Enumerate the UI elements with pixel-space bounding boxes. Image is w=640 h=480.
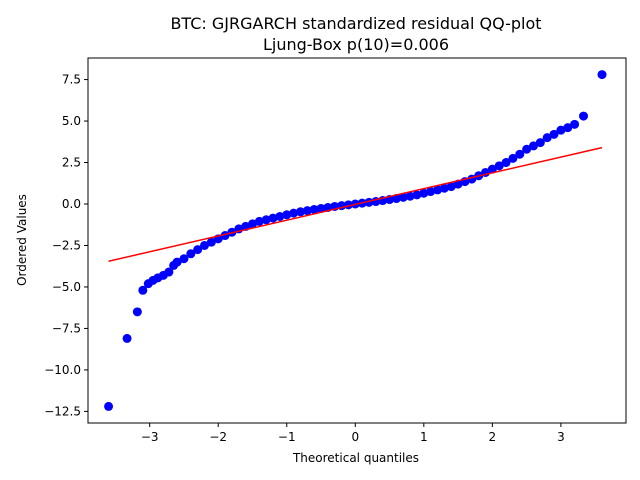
data-point: [549, 129, 559, 139]
data-point: [122, 333, 132, 343]
data-point: [405, 191, 415, 201]
data-point: [289, 208, 299, 218]
data-point: [254, 216, 264, 226]
data-point: [164, 267, 174, 277]
data-point: [206, 237, 216, 247]
y-tick-label: 5.0: [62, 114, 81, 128]
y-tick-label: −10.0: [44, 363, 81, 377]
data-point: [535, 138, 545, 148]
data-point: [563, 123, 573, 133]
data-point: [138, 285, 148, 295]
x-axis-label: Theoretical quantiles: [292, 451, 419, 465]
fit-line: [108, 146, 603, 262]
x-tick-label: −2: [209, 430, 227, 444]
data-point: [433, 185, 443, 195]
x-tick-label: −3: [141, 430, 159, 444]
x-tick-label: 3: [557, 430, 565, 444]
plot-area: [104, 70, 607, 411]
data-point: [439, 183, 449, 193]
data-point: [132, 307, 142, 317]
x-tick-label: 1: [420, 430, 428, 444]
y-tick-label: −2.5: [52, 238, 81, 252]
y-tick-label: 7.5: [62, 73, 81, 87]
data-point: [426, 187, 436, 197]
data-point: [200, 240, 210, 250]
data-point: [261, 215, 271, 225]
data-point: [508, 153, 518, 163]
data-point: [268, 213, 278, 223]
data-point: [186, 249, 196, 259]
data-point: [247, 219, 257, 229]
y-tick-label: −5.0: [52, 280, 81, 294]
data-point: [309, 204, 319, 214]
data-point: [446, 182, 456, 192]
data-point: [172, 257, 182, 267]
chart-subtitle: Ljung-Box p(10)=0.006: [263, 35, 449, 54]
data-point: [275, 211, 285, 221]
data-point: [542, 133, 552, 143]
data-point: [522, 144, 532, 154]
data-point: [556, 125, 566, 135]
data-point: [515, 149, 525, 159]
data-point: [104, 401, 114, 411]
data-point: [494, 161, 504, 171]
x-tick-label: −1: [278, 430, 296, 444]
data-point: [597, 70, 607, 80]
data-point: [179, 254, 189, 264]
data-point: [391, 194, 401, 204]
data-point: [302, 206, 312, 216]
chart-title: BTC: GJRGARCH standardized residual QQ-p…: [170, 14, 541, 33]
data-point: [193, 245, 203, 255]
axes-frame: [87, 57, 627, 424]
data-point: [282, 210, 292, 220]
data-point: [570, 119, 580, 129]
data-point: [398, 192, 408, 202]
data-point: [487, 164, 497, 174]
data-point: [579, 111, 589, 121]
data-point: [295, 207, 305, 217]
x-tick-label: 0: [351, 430, 359, 444]
data-point: [501, 158, 511, 168]
x-tick-label: 2: [489, 430, 497, 444]
y-axis-ticks: −12.5 −10.0 −7.5 −5.0 −2.5 0.0 2.5 5.0 7.5: [44, 73, 88, 418]
data-point: [412, 190, 422, 200]
data-point: [316, 203, 326, 213]
y-tick-label: 0.0: [62, 197, 81, 211]
data-point: [528, 141, 538, 151]
y-axis-label: Ordered Values: [15, 194, 29, 286]
y-tick-label: −7.5: [52, 321, 81, 335]
data-point: [419, 188, 429, 198]
y-tick-label: −12.5: [44, 404, 81, 418]
y-tick-label: 2.5: [62, 156, 81, 170]
x-axis-ticks: −3 −2 −1 0 1 2 3: [141, 423, 565, 444]
